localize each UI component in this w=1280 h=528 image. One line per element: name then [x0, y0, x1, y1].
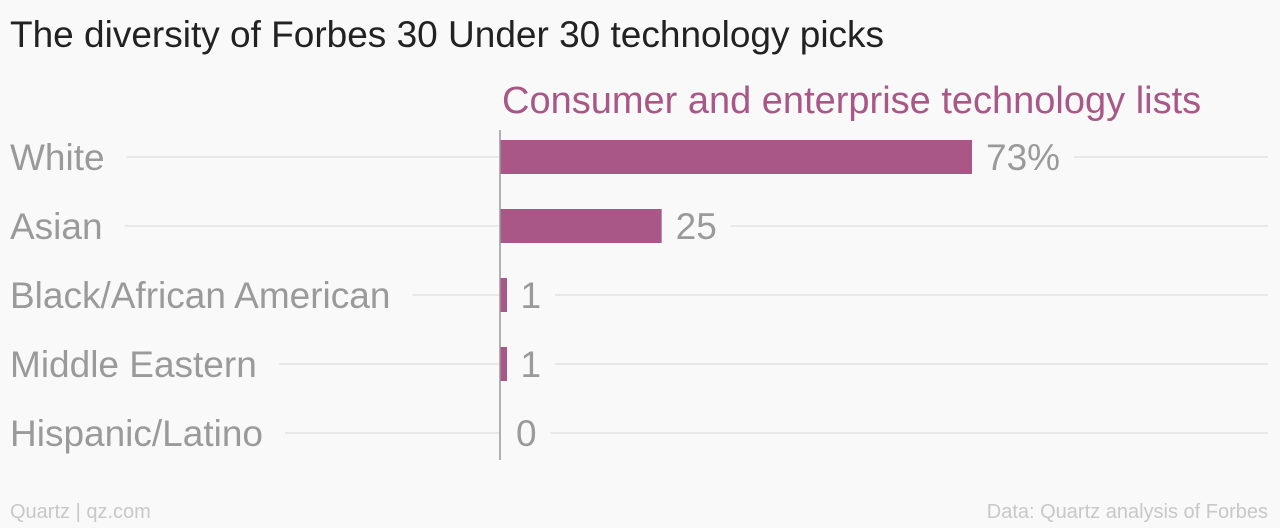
bar [500, 347, 507, 381]
bar [500, 209, 662, 243]
gridlines: White Asian Black/African American Middle E… [10, 137, 1268, 454]
bar [500, 278, 507, 312]
value-label: 1 [520, 275, 541, 316]
category-label: White [10, 137, 105, 178]
source-credit: Quartz | qz.com [10, 501, 151, 523]
value-label: 1 [520, 344, 541, 385]
bars: 73% 25 1 1 0 [500, 137, 1060, 454]
bar [500, 140, 972, 174]
series-label: Consumer and enterprise technology lists [502, 80, 1201, 122]
value-label: 25 [676, 206, 717, 247]
value-label: 73% [986, 137, 1060, 178]
chart-title: The diversity of Forbes 30 Under 30 tech… [10, 14, 885, 55]
category-label: Asian [10, 206, 103, 247]
category-label: Middle Eastern [10, 344, 257, 385]
category-label: Black/African American [10, 275, 390, 316]
value-label: 0 [516, 413, 537, 454]
data-source: Data: Quartz analysis of Forbes [986, 501, 1268, 523]
category-label: Hispanic/Latino [10, 413, 263, 454]
